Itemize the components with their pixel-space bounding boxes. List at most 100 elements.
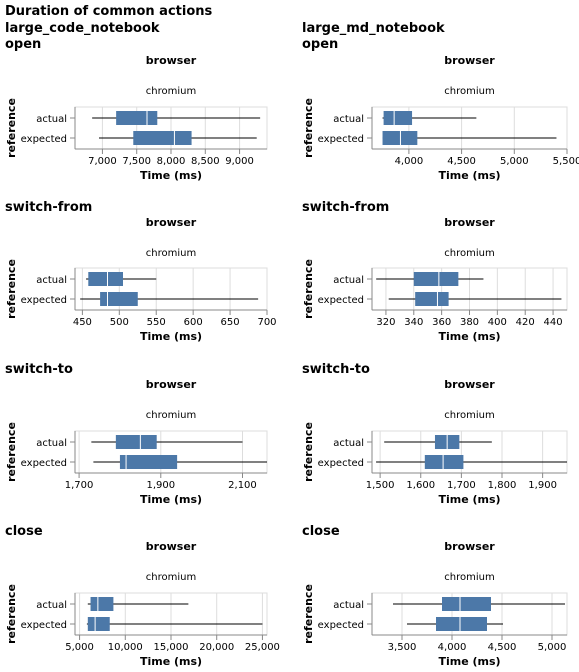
x-tick-label: 1,900	[146, 480, 175, 491]
box-iqr	[115, 435, 157, 449]
x-tick-label: 2,100	[228, 480, 257, 491]
x-tick-label: 4,000	[438, 642, 467, 653]
x-tick-label: 10,000	[108, 642, 143, 653]
column-header-label: browser	[146, 54, 197, 67]
y-tick-label: actual	[333, 114, 364, 125]
box-iqr	[424, 455, 464, 469]
action-title: switch-from	[5, 200, 92, 215]
column-value-label: chromium	[146, 86, 196, 97]
notebook-title: large_code_notebook	[5, 21, 160, 36]
y-tick-label: expected	[21, 458, 67, 469]
x-tick-label: 8,000	[157, 156, 186, 167]
column-header-label: browser	[444, 378, 495, 391]
y-axis-title: reference	[5, 584, 18, 644]
y-tick-label: actual	[36, 438, 67, 449]
x-tick-label: 4,500	[447, 156, 476, 167]
x-tick-label: 5,000	[538, 642, 567, 653]
y-tick-label: expected	[21, 134, 67, 145]
action-title: open	[302, 37, 338, 52]
box-iqr	[413, 272, 459, 286]
action-title: switch-from	[302, 200, 389, 215]
column-header-label: browser	[146, 216, 197, 229]
x-tick-label: 15,000	[154, 642, 189, 653]
x-tick-label: 5,500	[553, 156, 579, 167]
x-tick-label: 7,500	[122, 156, 151, 167]
action-title: switch-to	[5, 362, 73, 377]
plot-frame	[371, 430, 568, 474]
y-tick-label: actual	[333, 600, 364, 611]
box-iqr	[383, 111, 413, 125]
y-tick-label: expected	[21, 295, 67, 306]
y-axis-title: reference	[302, 98, 315, 158]
x-tick-label: 5,000	[500, 156, 529, 167]
x-tick-label: 25,000	[245, 642, 280, 653]
panel-large_md_notebook-switch-from: switch-from browser chromium 320 340 360 380 40…	[302, 200, 568, 343]
y-axis-title: reference	[5, 98, 18, 158]
column-header-label: browser	[146, 378, 197, 391]
x-tick-label: 420	[516, 317, 535, 328]
x-tick-label: 20,000	[199, 642, 234, 653]
action-title: open	[5, 37, 41, 52]
x-tick-label: 4,000	[395, 156, 424, 167]
y-tick-label: expected	[318, 620, 364, 631]
x-tick-label: 440	[544, 317, 563, 328]
y-axis-title: reference	[302, 422, 315, 482]
y-tick-label: actual	[333, 438, 364, 449]
y-tick-label: actual	[36, 600, 67, 611]
chart-title: Duration of common actions	[5, 4, 213, 19]
x-tick-label: 1,600	[406, 480, 435, 491]
y-axis-title: reference	[302, 584, 315, 644]
x-tick-label: 600	[184, 317, 203, 328]
y-axis-title: reference	[5, 422, 18, 482]
box-iqr	[116, 111, 158, 125]
column-header-label: browser	[444, 54, 495, 67]
x-axis-title: Time (ms)	[438, 169, 500, 182]
column-value-label: chromium	[444, 86, 494, 97]
x-tick-label: 650	[221, 317, 240, 328]
x-axis-title: Time (ms)	[140, 655, 202, 668]
action-title: close	[5, 524, 43, 539]
column-value-label: chromium	[146, 248, 196, 259]
panel-large_code_notebook-switch-to: switch-to browser chromium 1,700 1,900 2,100 a…	[5, 362, 268, 506]
x-tick-label: 3,500	[388, 642, 417, 653]
action-title: switch-to	[302, 362, 370, 377]
x-tick-label: 340	[404, 317, 423, 328]
y-axis-title: reference	[5, 259, 18, 319]
x-axis-title: Time (ms)	[438, 493, 500, 506]
x-tick-label: 320	[376, 317, 395, 328]
notebook-title: large_md_notebook	[302, 21, 445, 36]
y-tick-label: expected	[318, 458, 364, 469]
x-axis-title: Time (ms)	[140, 330, 202, 343]
box-iqr	[88, 272, 123, 286]
x-tick-label: 500	[110, 317, 129, 328]
x-axis-title: Time (ms)	[140, 493, 202, 506]
column-value-label: chromium	[444, 410, 494, 421]
x-tick-label: 1,700	[447, 480, 476, 491]
y-tick-label: expected	[318, 295, 364, 306]
box-iqr	[119, 455, 178, 469]
y-tick-label: expected	[318, 134, 364, 145]
box-iqr	[87, 617, 110, 631]
column-value-label: chromium	[146, 572, 196, 583]
x-tick-label: 550	[147, 317, 166, 328]
y-tick-label: actual	[36, 275, 67, 286]
x-axis-title: Time (ms)	[438, 655, 500, 668]
box-iqr	[415, 292, 449, 306]
panel-large_code_notebook-switch-from: switch-from browser chromium 450 500 550 600 65…	[5, 200, 277, 343]
x-tick-label: 450	[73, 317, 92, 328]
panel-large_md_notebook-close: close browser chromium 3,500 4,000 4,500 5,000…	[302, 524, 568, 668]
x-axis-title: Time (ms)	[438, 330, 500, 343]
box-iqr	[436, 617, 487, 631]
column-value-label: chromium	[444, 248, 494, 259]
x-tick-label: 380	[460, 317, 479, 328]
box-iqr	[442, 597, 491, 611]
x-tick-label: 1,900	[528, 480, 557, 491]
x-tick-label: 700	[257, 317, 276, 328]
y-axis-title: reference	[302, 259, 315, 319]
panel-large_code_notebook-close: close browser chromium 5,000 10,000 15,000 20,…	[5, 524, 280, 668]
box-iqr	[90, 597, 114, 611]
